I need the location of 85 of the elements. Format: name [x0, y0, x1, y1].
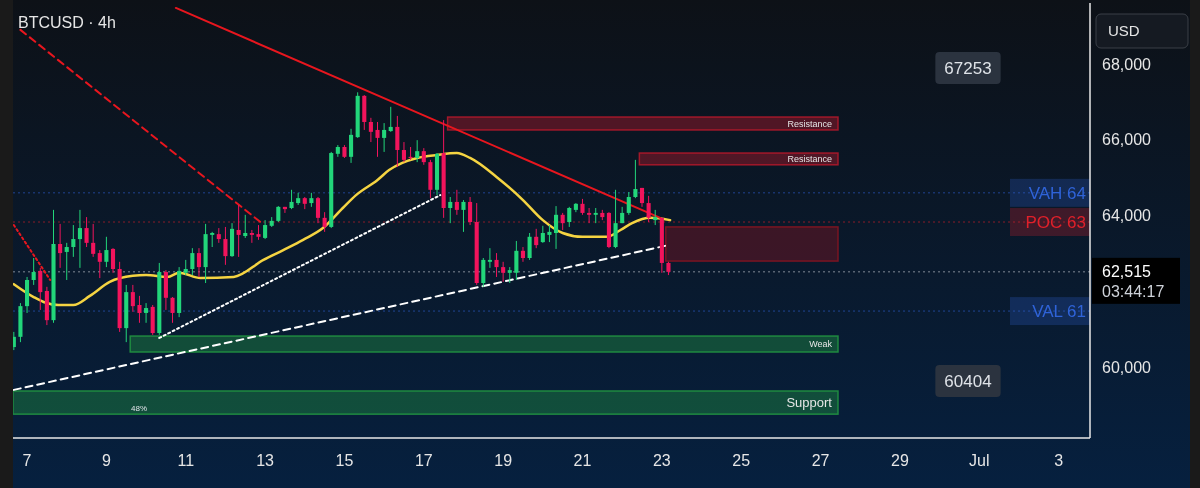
- candlestick: [401, 141, 407, 163]
- candlestick: [375, 121, 380, 158]
- band-label: Weak: [809, 339, 833, 350]
- text: BTCUSD · 4h: [18, 14, 116, 31]
- candlestick: [461, 199, 466, 233]
- candlestick: [196, 247, 202, 278]
- x-tick-label: 17: [414, 452, 433, 469]
- candlestick: [382, 122, 387, 153]
- candlestick: [481, 257, 486, 288]
- candlestick: [487, 247, 492, 269]
- candlestick: [534, 228, 539, 249]
- candlestick: [454, 189, 459, 216]
- band-label: Resistance: [787, 154, 832, 165]
- annotation: 67253: [944, 58, 992, 78]
- x-tick-label: 15: [335, 452, 354, 469]
- candlestick: [468, 196, 473, 226]
- ref-line-label: VAH 64: [1028, 183, 1086, 203]
- x-tick-label: 13: [256, 452, 275, 469]
- candlestick: [104, 236, 109, 268]
- candlestick: [395, 115, 400, 168]
- candlestick: [190, 247, 195, 276]
- candlestick: [322, 211, 327, 233]
- candlestick: [527, 232, 532, 261]
- y-tick-label: 66,000: [1102, 131, 1152, 149]
- candlestick: [243, 214, 248, 239]
- candlestick: [223, 226, 228, 266]
- y-axis-title: USD: [1108, 22, 1140, 40]
- annotation: 60404: [944, 371, 992, 391]
- x-tick-label: 27: [811, 452, 830, 469]
- candlestick: [144, 302, 149, 324]
- candlestick: [110, 247, 116, 274]
- x-tick-label: 23: [652, 452, 671, 469]
- candlestick: [587, 207, 592, 224]
- candlestick: [84, 216, 89, 248]
- candlestick: [501, 261, 506, 283]
- text: 03:44:17: [1102, 283, 1165, 301]
- candlestick: [97, 249, 102, 279]
- candlestick: [554, 205, 559, 250]
- y-tick-label: 60,000: [1102, 358, 1152, 376]
- candlestick: [626, 191, 631, 216]
- candlestick: [646, 195, 651, 223]
- x-tick-label: 3: [1054, 452, 1064, 469]
- candlestick: [130, 284, 135, 313]
- x-tick-label: 9: [101, 452, 111, 469]
- candlestick: [494, 252, 499, 278]
- candlestick: [633, 159, 638, 199]
- y-tick-label: 68,000: [1102, 55, 1152, 73]
- candlestick: [289, 189, 294, 210]
- candlestick: [415, 139, 420, 163]
- candlestick: [520, 246, 526, 263]
- x-tick-label: Jul: [969, 452, 990, 469]
- ref-line-label: VAL 61: [1032, 302, 1086, 322]
- ref-line-label: POC 63: [1025, 212, 1086, 232]
- band-label: Support: [786, 395, 833, 411]
- candlestick: [236, 204, 241, 258]
- candlestick: [514, 240, 519, 281]
- x-tick-label: 21: [573, 452, 592, 469]
- candlestick: [170, 296, 175, 324]
- annotation: 48%: [130, 403, 148, 413]
- candlestick: [58, 223, 63, 269]
- x-tick-label: 25: [732, 452, 751, 469]
- x-tick-label: 11: [177, 452, 195, 469]
- candlestick: [38, 267, 43, 311]
- x-tick-label: 7: [22, 452, 32, 469]
- candlestick: [263, 219, 268, 240]
- candlestick: [137, 295, 142, 324]
- candlestick: [388, 106, 393, 133]
- candlestick: [13, 331, 16, 351]
- candlestick: [91, 223, 96, 258]
- candlestick: [249, 229, 254, 244]
- candlestick: [77, 209, 82, 269]
- x-tick-label: 19: [494, 452, 513, 469]
- candlestick: [64, 242, 69, 281]
- candlestick: [368, 117, 373, 143]
- y-tick-label: 64,000: [1102, 207, 1152, 225]
- ref-line-label: 62,515: [1102, 263, 1152, 281]
- candlestick: [31, 257, 36, 286]
- x-tick-label: 29: [890, 452, 909, 469]
- candlestick: [349, 128, 354, 164]
- candlestick: [613, 189, 618, 249]
- band-label: Resistance: [787, 118, 832, 129]
- candlestick: [567, 206, 572, 228]
- candlestick: [315, 196, 321, 224]
- candlestick: [71, 224, 76, 258]
- candlestick: [448, 196, 453, 224]
